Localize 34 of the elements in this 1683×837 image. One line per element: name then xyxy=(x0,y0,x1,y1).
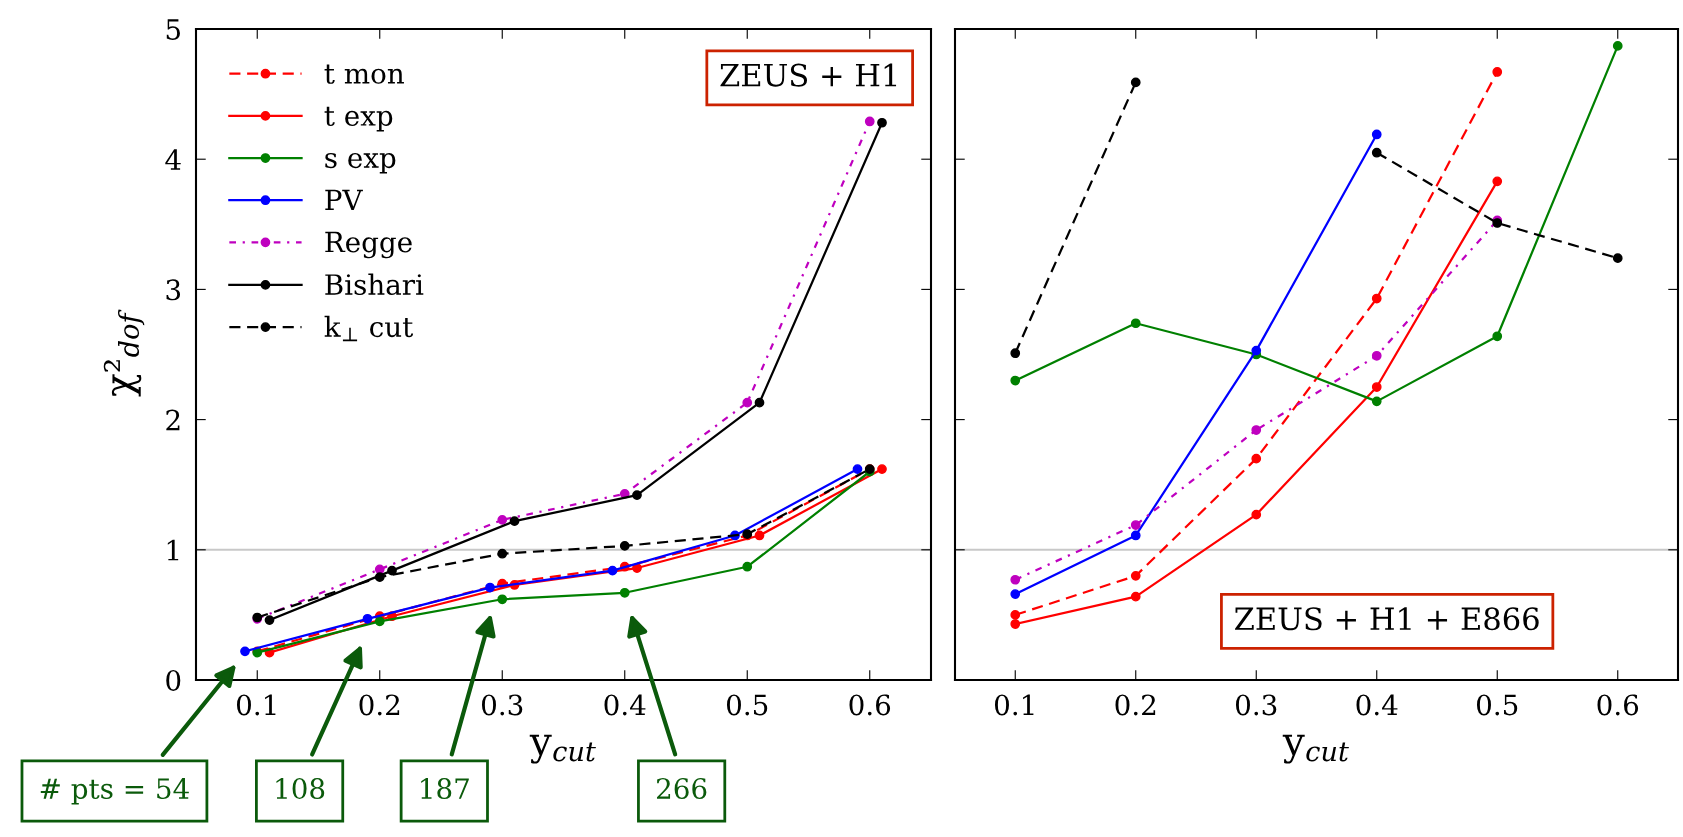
annotation: ZEUS + H1 + E866 xyxy=(1235,607,1539,631)
text: 187 xyxy=(421,778,469,800)
y-tick-label: 0 xyxy=(166,669,181,691)
y-tick-label: 3 xyxy=(166,279,181,301)
x-tick-label: 0.1 xyxy=(236,694,276,716)
text: 108 xyxy=(276,778,325,800)
x-tick-label: 0.4 xyxy=(1356,694,1398,716)
legend-label: t mon xyxy=(324,64,404,84)
x-tick-label: 0.4 xyxy=(604,694,646,716)
legend-label: PV xyxy=(325,189,363,210)
y-tick-label: 4 xyxy=(165,149,181,170)
x-tick-label: 0.3 xyxy=(1235,694,1277,716)
legend-label: Regge xyxy=(325,231,412,259)
legend-label: k$_{⊥}$ cut xyxy=(324,315,414,342)
legend-label: s exp xyxy=(325,152,396,174)
x-axis-title: y$_{cut}$ xyxy=(1282,734,1349,764)
y-tick-label: 2 xyxy=(166,409,180,431)
x-tick-label: 0.2 xyxy=(1115,694,1156,716)
y-axis-title: χ²$_{dof}$ xyxy=(103,309,145,397)
x-tick-label: 0.5 xyxy=(1476,694,1518,716)
text: 266 xyxy=(656,778,707,800)
x-tick-label: 0.3 xyxy=(481,694,523,716)
x-axis-title: y$_{cut}$ xyxy=(529,734,596,764)
annotation: ZEUS + H1 xyxy=(720,63,897,87)
x-tick-label: 0.1 xyxy=(994,694,1034,716)
x-tick-label: 0.2 xyxy=(359,694,400,716)
x-tick-label: 0.5 xyxy=(726,694,768,716)
legend-label: Bishari xyxy=(325,273,424,296)
text: # pts = 54 xyxy=(40,778,189,805)
y-tick-label: 1 xyxy=(167,539,179,561)
x-tick-label: 0.6 xyxy=(849,694,891,716)
legend-label: t exp xyxy=(324,106,393,132)
x-tick-label: 0.6 xyxy=(1597,694,1639,716)
y-tick-label: 5 xyxy=(166,19,180,40)
